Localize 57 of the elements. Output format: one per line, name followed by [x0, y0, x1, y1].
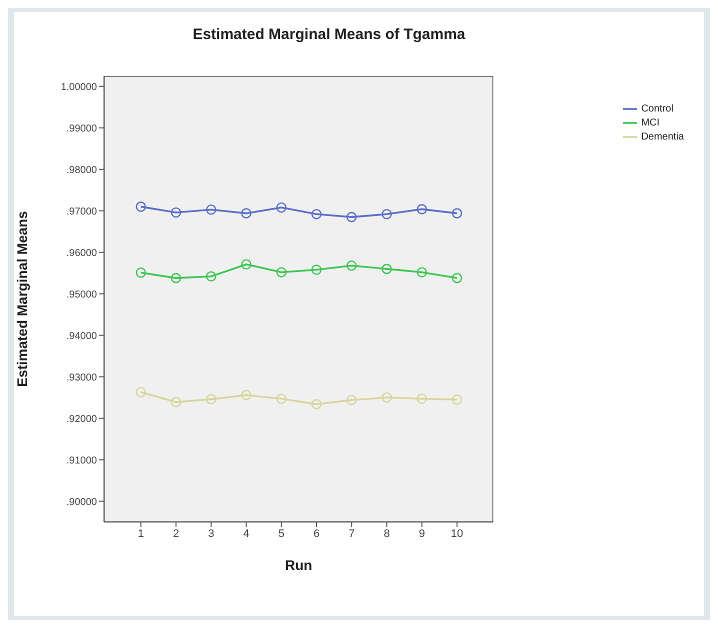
y-tick-label: .90000 — [66, 496, 98, 508]
point — [136, 268, 146, 278]
point — [452, 394, 462, 405]
point — [170, 207, 182, 218]
point — [346, 212, 357, 222]
point — [452, 272, 462, 284]
legend-label: Control — [641, 104, 674, 115]
point — [276, 202, 287, 213]
point — [311, 399, 322, 410]
point — [416, 394, 428, 404]
x-tick-label: 6 — [313, 528, 320, 540]
y-tick-label: .92000 — [66, 414, 98, 425]
x-axis-title: Run — [284, 557, 312, 573]
x-tick-label: 8 — [384, 528, 390, 540]
point — [241, 390, 252, 400]
point — [382, 392, 392, 403]
x-tick-label: 9 — [418, 528, 425, 540]
legend-label: MCI — [641, 118, 660, 129]
point — [241, 208, 252, 218]
x-tick-label: 10 — [450, 528, 464, 540]
y-tick-label: .93000 — [66, 372, 98, 384]
point — [382, 264, 392, 274]
point — [170, 272, 182, 284]
point — [276, 394, 287, 404]
y-tick-label: .96000 — [66, 248, 98, 259]
point — [276, 267, 287, 278]
x-tick-label: 4 — [243, 528, 250, 540]
chart-title: Estimated Marginal Means of Tgamma — [192, 26, 466, 43]
point — [170, 396, 182, 408]
point — [241, 259, 252, 270]
point — [311, 209, 322, 220]
point — [382, 209, 392, 220]
point — [452, 208, 462, 218]
x-tick-label: 5 — [278, 528, 284, 540]
y-tick-label: .99000 — [66, 123, 98, 134]
point — [416, 204, 428, 214]
x-tick-label: 1 — [138, 528, 144, 540]
x-tick-label: 7 — [348, 528, 355, 540]
y-tick-label: .91000 — [66, 455, 98, 466]
point — [206, 394, 216, 404]
point — [346, 394, 357, 406]
point — [346, 260, 357, 271]
y-tick-label: .98000 — [66, 164, 98, 176]
y-tick-label: 1.00000 — [60, 82, 98, 93]
y-tick-label: .97000 — [66, 206, 98, 218]
x-tick-label: 3 — [208, 528, 214, 540]
y-tick-label: .94000 — [66, 330, 98, 342]
legend-label: Dementia — [641, 132, 684, 143]
point — [136, 202, 146, 212]
point — [136, 386, 146, 398]
point — [416, 267, 428, 278]
x-tick-label: 2 — [172, 528, 180, 540]
y-tick-label: .95000 — [66, 289, 98, 300]
y-axis-title: Estimated Marginal Means — [14, 210, 30, 387]
point — [311, 264, 322, 275]
point — [206, 271, 216, 282]
point — [206, 204, 216, 215]
